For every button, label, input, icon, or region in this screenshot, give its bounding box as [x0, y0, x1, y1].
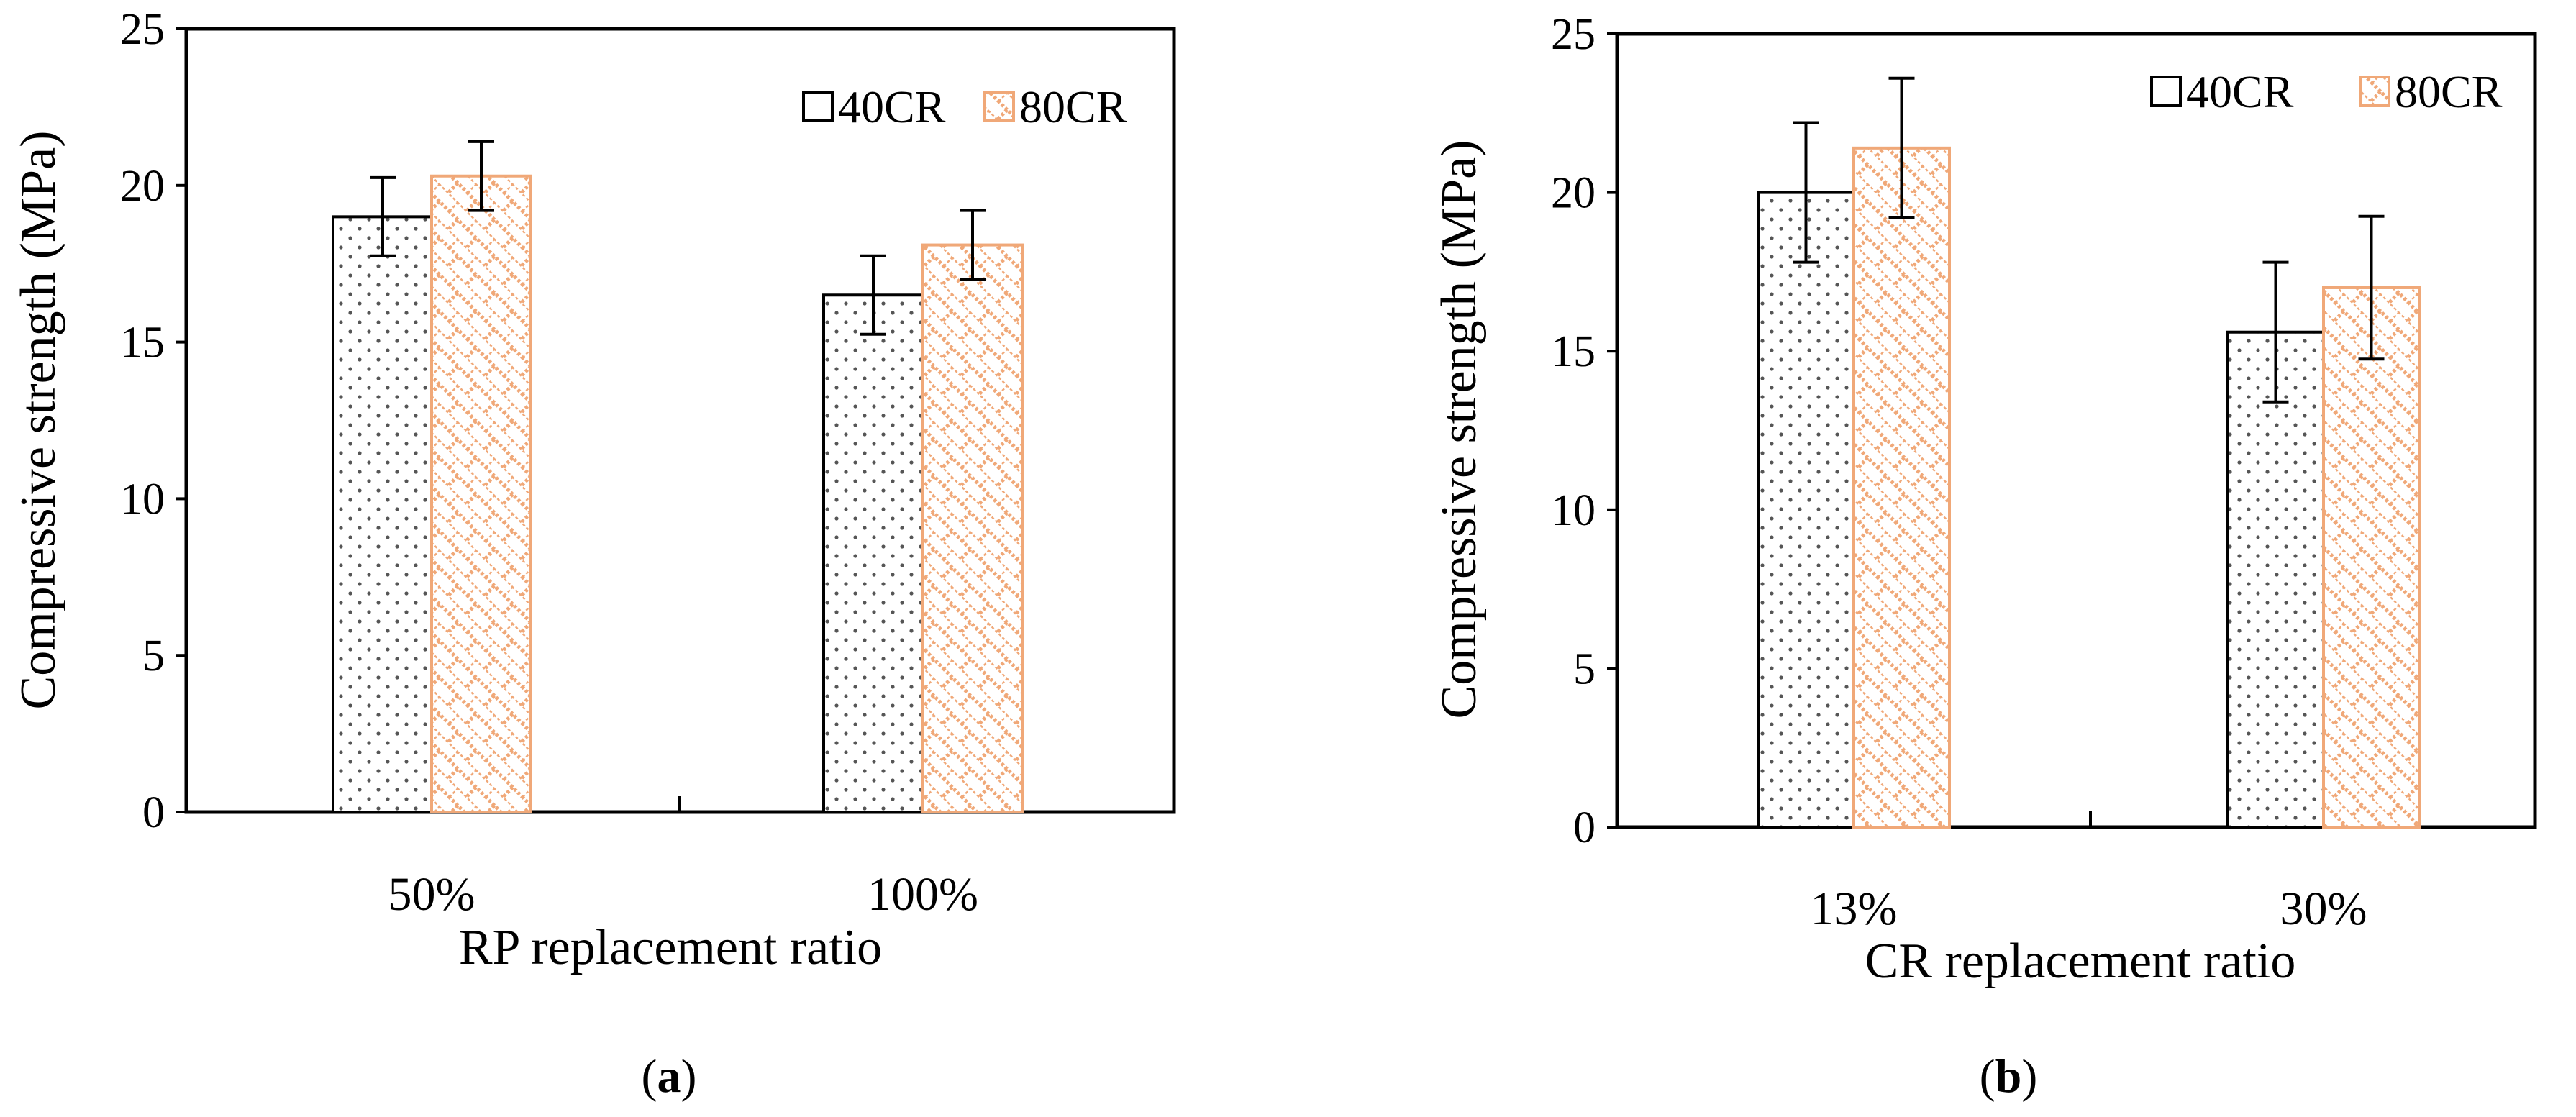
- bar-40cr-30pct: [2226, 330, 2325, 829]
- legend-label-80cr: 80CR: [1019, 81, 1127, 132]
- legend-label-40cr: 40CR: [2186, 66, 2294, 117]
- y-tick-label: 5: [1573, 644, 1596, 693]
- panel-letter: b: [1995, 1050, 2022, 1103]
- bar-40cr-100pct: [822, 293, 924, 813]
- y-tick-label: 15: [1551, 327, 1596, 376]
- legend-swatch-80cr: [2359, 76, 2390, 107]
- y-tick-label: 20: [1551, 169, 1596, 218]
- bar-80cr-13pct: [1852, 146, 1951, 829]
- y-tick-labels-group: 0 5 10 15 20 25: [1551, 10, 1596, 852]
- plot-area-frame: [1615, 32, 2537, 829]
- bar-80cr-100pct: [921, 243, 1024, 813]
- y-tick-labels-group: 0 5 10 15 20 25: [120, 5, 165, 837]
- y-tick-label: 0: [1573, 803, 1596, 852]
- y-axis-title: Compressive strength (MPa): [11, 131, 66, 710]
- y-tick-label: 5: [142, 632, 165, 680]
- legend-label-40cr: 40CR: [838, 81, 946, 132]
- bar-80cr-30pct: [2322, 286, 2421, 829]
- x-axis-title: CR replacement ratio: [1865, 934, 2296, 989]
- x-category-label: 100%: [868, 868, 978, 921]
- bars-group: [332, 174, 1024, 813]
- y-tick-label: 15: [120, 319, 165, 368]
- legend: 40CR 80CR: [2150, 66, 2503, 117]
- y-tick-label: 25: [1551, 10, 1596, 59]
- chart-panel-b: 0 5 10 15 20 25 13% 30% Compressive strength (…: [1432, 10, 2537, 1103]
- y-tick-label: 10: [120, 475, 165, 524]
- x-category-label: 50%: [388, 868, 475, 921]
- bars-group: [1757, 146, 2421, 829]
- bar-80cr-50pct: [430, 174, 532, 813]
- category-labels-group: 50% 100%: [388, 868, 978, 921]
- y-tick-label: 0: [142, 788, 165, 837]
- legend-swatch-40cr: [802, 91, 834, 122]
- y-axis-title: Compressive strength (MPa): [1432, 140, 1487, 719]
- x-category-label: 13%: [1811, 883, 1898, 935]
- x-axis-title: RP replacement ratio: [459, 920, 882, 975]
- error-bars-group: [1793, 76, 2385, 404]
- panel-label-a: (a): [642, 1050, 697, 1103]
- bar-40cr-13pct: [1757, 191, 1855, 829]
- x-category-label: 30%: [2280, 883, 2367, 935]
- error-bars-group: [370, 140, 986, 336]
- y-ticks-group: [1607, 32, 1617, 829]
- y-tick-label: 20: [120, 162, 165, 211]
- chart-panel-a: 0 5 10 15 20 25 50% 100% Compressive strength …: [11, 5, 1176, 1103]
- panel-label-b: (b): [1980, 1050, 2038, 1103]
- y-tick-label: 25: [120, 5, 165, 54]
- bar-40cr-50pct: [332, 215, 434, 813]
- legend-swatch-80cr: [983, 91, 1015, 122]
- y-tick-label: 10: [1551, 486, 1596, 535]
- legend-label-80cr: 80CR: [2395, 66, 2503, 117]
- panel-letter: a: [657, 1050, 681, 1103]
- category-labels-group: 13% 30%: [1811, 883, 2367, 935]
- legend-swatch-40cr: [2150, 76, 2182, 107]
- y-ticks-group: [176, 27, 186, 813]
- legend: 40CR 80CR: [802, 81, 1127, 132]
